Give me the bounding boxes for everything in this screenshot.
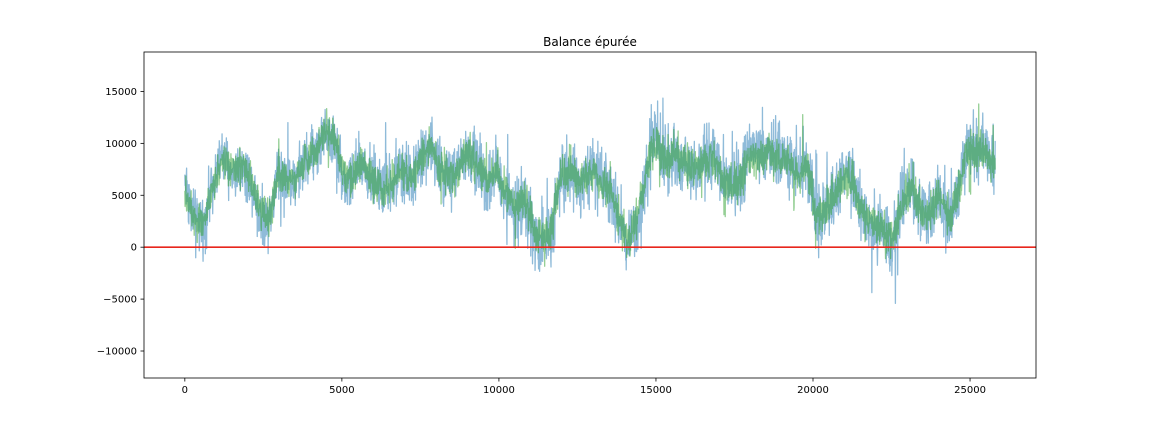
y-tick-label: −10000	[97, 347, 137, 358]
y-tick-label: 10000	[105, 139, 137, 150]
x-tick-label: 10000	[483, 385, 515, 396]
y-axis: −10000 −5000 0 5000 10000 15000	[97, 87, 144, 358]
x-tick-label: 0	[182, 385, 188, 396]
y-tick-label: 15000	[105, 87, 137, 98]
series-line-1	[184, 97, 996, 305]
axes-frame	[143, 51, 1037, 379]
x-tick-label: 5000	[329, 385, 354, 396]
x-tick-label: 20000	[797, 385, 829, 396]
x-axis: 0 5000 10000 15000 20000 25000	[182, 378, 986, 396]
x-tick-label: 25000	[954, 385, 986, 396]
series-line-2	[184, 103, 996, 267]
y-tick-label: −5000	[103, 295, 137, 306]
x-tick-label: 15000	[640, 385, 672, 396]
plot-area	[184, 97, 996, 305]
chart-title: Balance épurée	[543, 35, 637, 49]
y-tick-label: 5000	[112, 191, 137, 202]
y-tick-label: 0	[131, 243, 137, 254]
